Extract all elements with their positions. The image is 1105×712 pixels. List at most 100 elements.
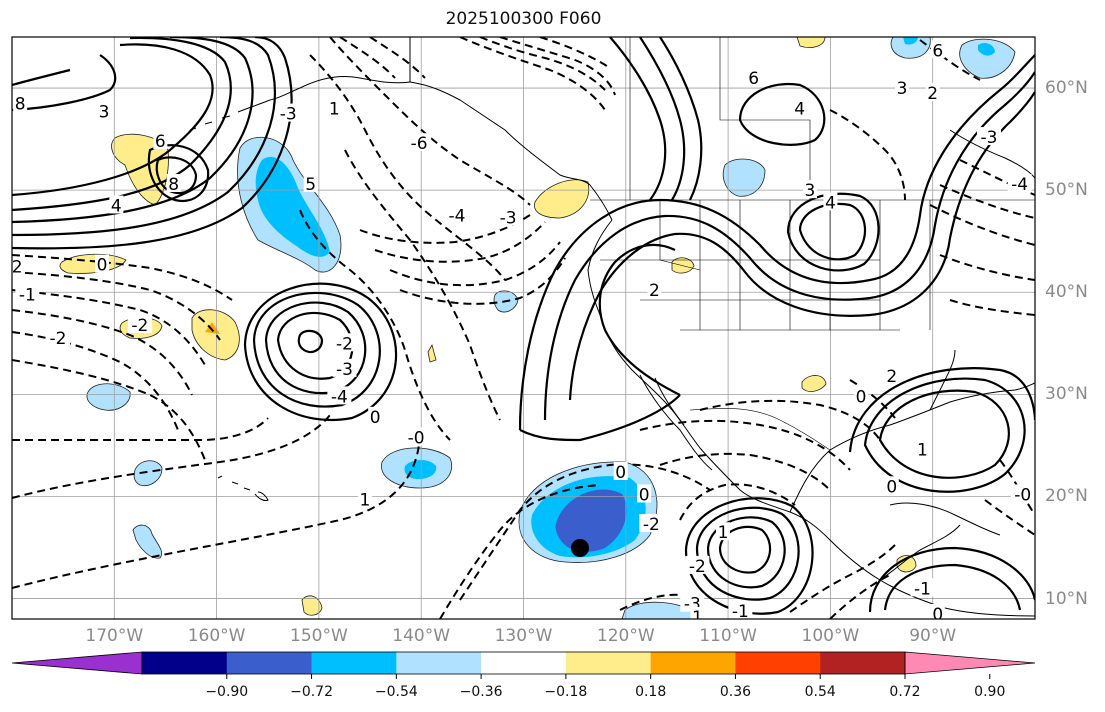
colorbar-swatch-2 [311, 652, 397, 674]
lon-label-7: 100°W [801, 626, 860, 646]
contour-label-9: -2 [131, 316, 148, 336]
colorbar-tick-label-4: −0.18 [544, 684, 588, 700]
contour-label-29: 2 [649, 281, 660, 301]
contour-label-10: -3 [280, 105, 297, 125]
colorbar-over-triangle [904, 651, 1036, 675]
dashed-contour-lines [12, 37, 1035, 619]
contour-label-bg-28 [690, 606, 705, 619]
contour-label-45: 0 [932, 605, 943, 625]
contour-label-bg-41 [915, 439, 930, 458]
colorbar [11, 651, 1036, 679]
lon-label-3: 140°W [392, 626, 451, 646]
contour-label-bg-21 [404, 427, 429, 446]
colorbar-tick-label-0: −0.90 [205, 684, 249, 700]
contour-label-28: 1 [692, 608, 703, 628]
contour-label-bg-42 [884, 476, 899, 495]
contour-label-17: 1 [360, 491, 371, 511]
colorbar-tick-label-6: 0.36 [719, 684, 752, 700]
contour-label-39: 2 [886, 367, 897, 387]
lon-label-2: 150°W [290, 626, 348, 646]
contour-label-5: 2 [12, 258, 23, 278]
contour-label-bg-10 [276, 103, 301, 122]
contour-label-37: -3 [980, 128, 997, 148]
contour-label-38: -4 [1011, 175, 1028, 195]
storm-center-marker [571, 539, 589, 557]
lon-label-8: 90°W [909, 626, 957, 646]
lon-label-6: 110°W [699, 626, 757, 646]
contour-label-1: 3 [99, 103, 110, 123]
colorbar-swatch-6 [650, 652, 736, 674]
colorbar-swatch-5 [565, 652, 652, 674]
contour-label-20: -3 [500, 209, 517, 229]
colorbar-under-triangle [11, 651, 143, 675]
contour-label-bg-29 [647, 280, 662, 299]
contour-label-bg-6 [95, 254, 110, 273]
contour-label-bg-39 [884, 365, 899, 384]
contour-label-3: 8 [168, 175, 179, 195]
lat-label-5: 10°N [1045, 588, 1088, 609]
contour-label-bg-36 [930, 40, 945, 59]
contour-label-34: 3 [897, 79, 908, 99]
contour-label-bg-35 [925, 83, 940, 102]
contour-label-24: -2 [643, 515, 660, 535]
contour-label-bg-20 [496, 207, 521, 226]
contour-label-bg-44 [910, 578, 935, 597]
plot-frame [11, 36, 1036, 620]
contour-label-41: 1 [917, 441, 928, 461]
contour-label-bg-22 [613, 461, 628, 480]
contour-label-19: -4 [449, 207, 466, 227]
colorbar-tick-label-8: 0.72 [889, 684, 921, 700]
colorbar-swatch-7 [735, 652, 821, 674]
map-title: 2025100300 F060 [445, 9, 602, 29]
contour-label-bg-9 [127, 314, 152, 333]
contour-label-bg-32 [802, 180, 817, 199]
contour-label-23: 0 [639, 485, 650, 505]
contour-label-40: 0 [856, 387, 867, 407]
lon-label-5: 120°W [596, 626, 655, 646]
contour-label-bg-37 [976, 127, 1001, 146]
colorbar-frame [141, 651, 906, 675]
contour-label-bg-27 [715, 522, 730, 541]
contour-label-bg-7 [15, 284, 40, 303]
contour-label-bg-4 [109, 195, 124, 214]
contour-label-35: 2 [927, 84, 938, 104]
contour-label-bg-30 [746, 67, 761, 86]
contour-label-6: 0 [97, 256, 108, 276]
contour-label-bg-16 [368, 406, 383, 425]
contour-label-bg-17 [357, 489, 372, 508]
contour-label-bg-3 [166, 174, 181, 193]
contour-label-bg-34 [895, 78, 910, 97]
lon-label-4: 130°W [494, 626, 553, 646]
contour-label-13: -2 [336, 334, 353, 354]
colorbar-swatch-1 [226, 652, 313, 674]
lon-label-1: 160°W [187, 626, 246, 646]
contour-label-bg-43 [1010, 484, 1035, 503]
contour-label-bg-23 [637, 484, 652, 503]
contour-label-bg-33 [823, 192, 838, 211]
contour-label-bg-45 [930, 603, 945, 619]
contour-label-12: 5 [305, 175, 316, 195]
contour-label-18: -6 [411, 134, 428, 154]
contour-label-27: 1 [718, 523, 729, 543]
colorbar-swatch-8 [820, 652, 906, 674]
contour-label-bg-46 [728, 600, 753, 619]
contour-label-bg-24 [639, 514, 664, 533]
lat-label-2: 40°N [1045, 282, 1088, 303]
contour-label-43: -0 [1014, 485, 1031, 505]
graticule [12, 37, 1035, 619]
colorbar-tick-label-7: 0.54 [804, 684, 836, 700]
contour-label-bg-0 [13, 93, 28, 112]
contour-label-21: -0 [408, 428, 425, 448]
contour-label-bg-19 [445, 205, 470, 224]
contour-label-bg-11 [327, 98, 342, 117]
lat-label-1: 50°N [1045, 180, 1088, 201]
contour-label-15: -4 [331, 387, 348, 407]
colorbar-tick-label-2: −0.54 [374, 684, 418, 700]
contour-label-bg-5 [12, 256, 25, 275]
contour-label-7: -1 [19, 285, 36, 305]
colorbar-tick-label-3: −0.36 [459, 684, 503, 700]
contour-label-32: 3 [805, 181, 816, 201]
contour-label-36: 6 [932, 41, 943, 61]
